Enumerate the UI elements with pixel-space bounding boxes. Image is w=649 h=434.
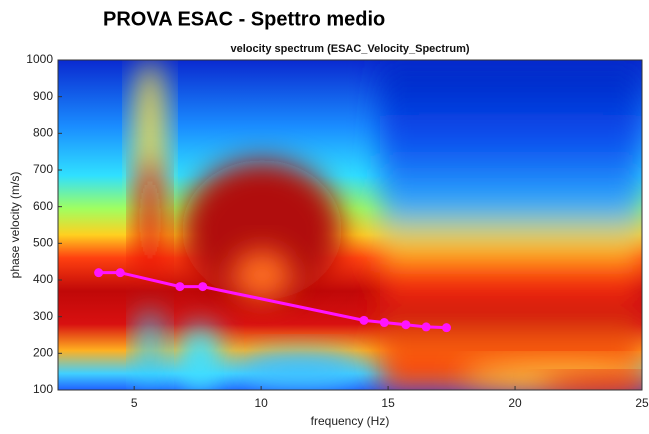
x-tick-label: 10 [254, 396, 268, 410]
x-axis-label: frequency (Hz) [311, 414, 390, 428]
x-tick-label: 25 [635, 396, 649, 410]
y-tick-label: 500 [33, 236, 53, 250]
curve-point [115, 268, 125, 278]
curve-point [359, 315, 369, 325]
y-tick-label: 700 [33, 162, 53, 176]
x-tick-label: 5 [131, 396, 138, 410]
page-title: PROVA ESAC - Spettro medio [103, 8, 385, 30]
curve-point [401, 320, 411, 330]
curve-point [94, 268, 104, 278]
y-tick-label: 100 [33, 382, 53, 396]
x-tick-label: 20 [508, 396, 522, 410]
curve-point [441, 323, 451, 333]
curve-point [198, 282, 208, 292]
curve-point [379, 318, 389, 328]
y-tick-label: 900 [33, 89, 53, 103]
y-tick-label: 200 [33, 346, 53, 360]
y-tick-label: 800 [33, 126, 53, 140]
y-tick-label: 400 [33, 272, 53, 286]
y-tick-label: 600 [33, 199, 53, 213]
y-axis-label: phase velocity (m/s) [8, 172, 22, 279]
curve-point [175, 282, 185, 292]
plot-frame [57, 59, 643, 391]
y-tick-label: 1000 [26, 52, 53, 66]
spectrum-background [58, 60, 642, 390]
x-tick-label: 15 [381, 396, 395, 410]
chart-subtitle: velocity spectrum (ESAC_Velocity_Spectru… [230, 43, 469, 55]
curve-point [421, 322, 431, 332]
y-tick-label: 300 [33, 309, 53, 323]
